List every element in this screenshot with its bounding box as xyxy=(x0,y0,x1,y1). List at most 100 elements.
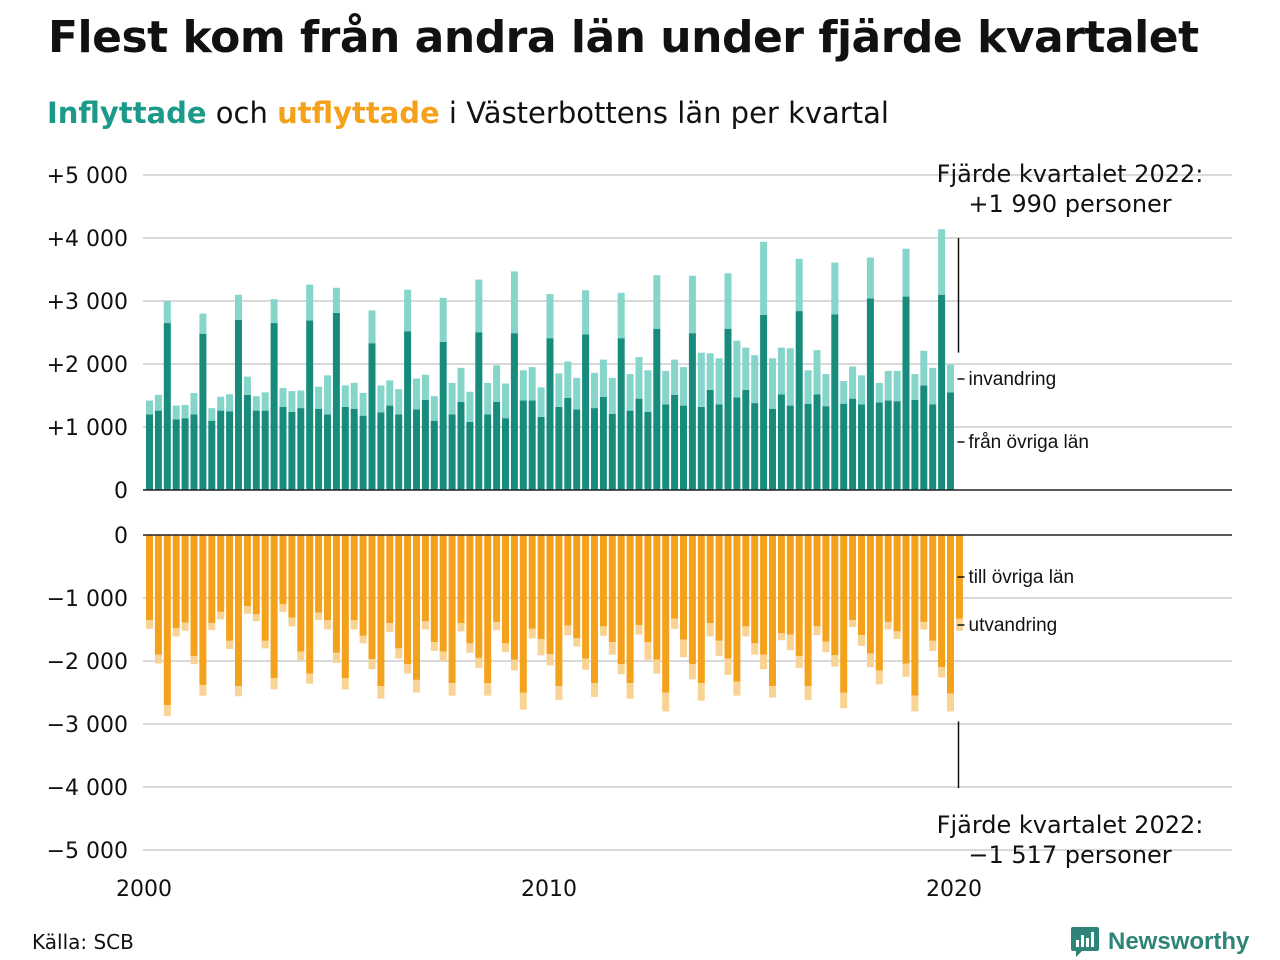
bar-from-other-counties xyxy=(858,404,865,490)
bar-immigration xyxy=(510,271,518,334)
bar-emigration xyxy=(386,623,394,633)
series-label-from-other-counties: från övriga län xyxy=(969,432,1089,453)
y-tick-label-bottom: −2 000 xyxy=(47,650,128,675)
chart-title: Flest kom från andra län under fjärde kv… xyxy=(48,12,1199,63)
bar-immigration xyxy=(804,370,812,404)
bar-to-other-counties xyxy=(146,535,153,621)
bar-from-other-counties xyxy=(528,400,536,490)
bar-from-other-counties xyxy=(519,400,527,490)
series-label-immigration: invandring xyxy=(969,369,1057,390)
bar-to-other-counties xyxy=(163,535,171,706)
bar-emigration xyxy=(350,620,358,630)
bar-to-other-counties xyxy=(270,535,278,679)
bar-from-other-counties xyxy=(920,385,928,490)
bar-to-other-counties xyxy=(404,535,412,665)
bar-from-other-counties xyxy=(840,403,848,490)
bar-from-other-counties xyxy=(564,398,572,490)
bar-from-other-counties xyxy=(635,398,643,490)
bar-from-other-counties xyxy=(448,414,456,490)
bar-to-other-counties xyxy=(537,535,545,639)
bar-immigration xyxy=(502,383,509,419)
bar-emigration xyxy=(519,692,527,710)
bar-emigration xyxy=(786,634,794,651)
bar-immigration xyxy=(697,352,705,407)
x-tick-label: 2020 xyxy=(926,877,982,902)
bar-from-other-counties xyxy=(502,418,509,490)
bar-from-other-counties xyxy=(626,410,634,490)
bar-to-other-counties xyxy=(252,535,260,615)
bar-emigration xyxy=(377,686,385,699)
bar-from-other-counties xyxy=(146,414,153,490)
bar-emigration xyxy=(261,640,269,649)
bar-immigration xyxy=(332,287,340,313)
bar-immigration xyxy=(421,374,429,400)
annotation-top-line: +1 990 personer xyxy=(968,190,1171,218)
bar-to-other-counties xyxy=(306,535,314,674)
bar-to-other-counties xyxy=(466,535,474,644)
bar-to-other-counties xyxy=(457,535,465,624)
bar-to-other-counties xyxy=(341,535,349,679)
bar-from-other-counties xyxy=(591,408,598,490)
bar-emigration xyxy=(297,651,305,661)
bar-to-other-counties xyxy=(421,535,429,622)
bar-emigration xyxy=(573,638,581,647)
newsworthy-icon xyxy=(1071,927,1099,957)
bar-to-other-counties xyxy=(724,535,732,659)
bar-from-other-counties xyxy=(911,399,919,490)
bar-to-other-counties xyxy=(172,535,180,629)
brand-logo: Newsworthy xyxy=(1070,925,1249,959)
bar-to-other-counties xyxy=(893,535,901,632)
series-label-to-other-counties: till övriga län xyxy=(969,567,1075,588)
bar-emigration xyxy=(510,659,518,671)
bar-to-other-counties xyxy=(866,535,874,654)
bar-from-other-counties xyxy=(208,420,216,490)
bar-to-other-counties xyxy=(831,535,839,656)
bar-from-other-counties xyxy=(608,413,616,490)
subtitle-middle: och xyxy=(206,96,278,130)
bar-immigration xyxy=(644,370,652,412)
bar-to-other-counties xyxy=(884,535,892,622)
bar-immigration xyxy=(457,367,465,402)
bar-from-other-counties xyxy=(510,333,518,490)
bar-to-other-counties xyxy=(235,535,242,687)
bar-from-other-counties xyxy=(769,408,776,490)
bar-emigration xyxy=(599,626,607,636)
bar-immigration xyxy=(866,257,874,299)
bar-immigration xyxy=(484,382,492,415)
y-tick-label-top: +1 000 xyxy=(47,416,128,441)
y-tick-label-top: +2 000 xyxy=(47,353,128,378)
bar-immigration xyxy=(920,350,928,386)
bar-emigration xyxy=(199,684,207,696)
bar-emigration xyxy=(564,625,572,636)
bar-immigration xyxy=(831,262,839,315)
bar-immigration xyxy=(884,370,892,401)
bar-to-other-counties xyxy=(546,535,554,655)
bar-emigration xyxy=(190,655,198,665)
bar-immigration xyxy=(493,365,501,402)
bar-from-other-counties xyxy=(599,396,607,490)
x-tick-label: 2010 xyxy=(521,877,577,902)
bar-emigration xyxy=(671,618,679,629)
bar-immigration xyxy=(813,350,821,395)
bar-emigration xyxy=(849,620,857,627)
bar-to-other-counties xyxy=(929,535,937,641)
bar-immigration xyxy=(653,275,661,329)
bar-to-other-counties xyxy=(662,535,670,693)
bar-to-other-counties xyxy=(582,535,590,659)
y-tick-label-bottom: −1 000 xyxy=(47,587,128,612)
bar-to-other-counties xyxy=(510,535,518,660)
bar-emigration xyxy=(555,686,563,701)
bar-from-other-counties xyxy=(181,418,189,490)
bar-to-other-counties xyxy=(599,535,607,627)
bar-emigration xyxy=(217,611,225,620)
bar-to-other-counties xyxy=(644,535,652,643)
bar-to-other-counties xyxy=(448,535,456,684)
bar-from-other-counties xyxy=(243,394,251,490)
bar-emigration xyxy=(448,683,456,696)
bar-from-other-counties xyxy=(332,312,340,490)
bar-immigration xyxy=(582,290,590,335)
bar-from-other-counties xyxy=(777,394,785,490)
bar-immigration xyxy=(243,376,251,395)
bar-immigration xyxy=(911,374,919,400)
bar-immigration xyxy=(261,392,269,411)
